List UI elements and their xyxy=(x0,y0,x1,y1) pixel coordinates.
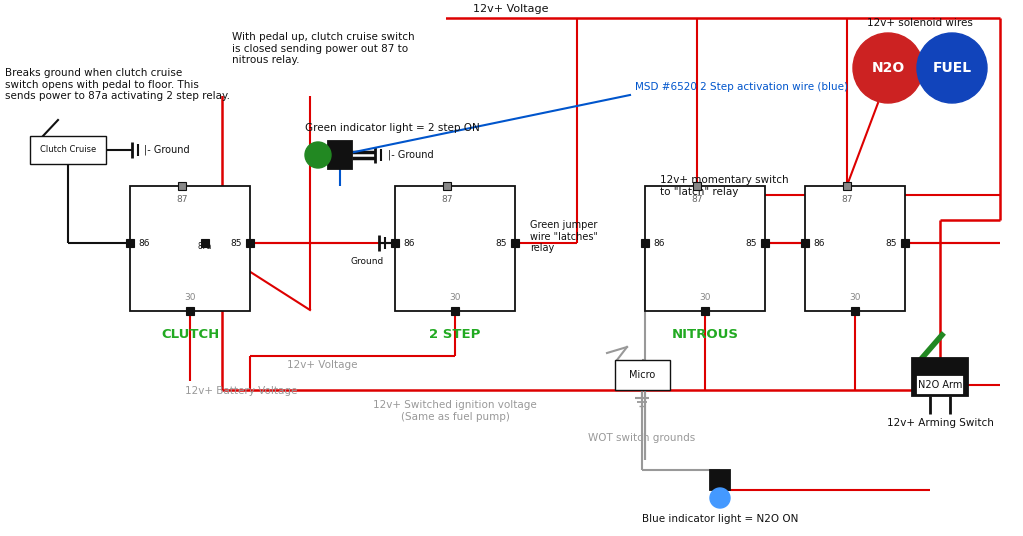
Text: Micro: Micro xyxy=(629,370,655,380)
Text: 12v+ Battery Voltage: 12v+ Battery Voltage xyxy=(185,385,298,396)
Bar xyxy=(693,182,701,190)
Text: 12v+ Voltage: 12v+ Voltage xyxy=(287,361,358,370)
Text: 87a: 87a xyxy=(197,242,212,251)
Text: MSD #6520 2 Step activation wire (blue): MSD #6520 2 Step activation wire (blue) xyxy=(635,82,848,92)
Text: FUEL: FUEL xyxy=(932,61,972,75)
Text: |- Ground: |- Ground xyxy=(388,150,434,160)
Text: WOT switch grounds: WOT switch grounds xyxy=(588,433,696,443)
Text: 30: 30 xyxy=(184,293,195,301)
Bar xyxy=(701,307,709,315)
Text: 30: 30 xyxy=(449,293,460,301)
Circle shape xyxy=(917,33,987,103)
Text: 85: 85 xyxy=(495,239,507,248)
Text: 86: 86 xyxy=(403,239,414,248)
Text: 2 STEP: 2 STEP xyxy=(430,329,481,341)
Text: 85: 85 xyxy=(230,239,242,248)
Bar xyxy=(916,375,964,395)
Text: 86: 86 xyxy=(813,239,825,248)
Text: 87: 87 xyxy=(841,196,853,205)
Text: Green jumper
wire "latches"
relay: Green jumper wire "latches" relay xyxy=(530,220,598,253)
Bar xyxy=(641,239,649,247)
Text: Ground: Ground xyxy=(350,257,384,266)
Circle shape xyxy=(853,33,923,103)
Bar xyxy=(391,239,399,247)
Bar xyxy=(130,185,250,310)
Bar xyxy=(805,185,905,310)
Text: 12v+ solenoid wires: 12v+ solenoid wires xyxy=(868,18,973,28)
Bar xyxy=(328,141,352,169)
Text: 12v+ Arming Switch: 12v+ Arming Switch xyxy=(887,418,993,428)
Bar xyxy=(451,307,459,315)
Bar xyxy=(615,360,670,390)
Text: 85: 85 xyxy=(746,239,757,248)
Text: CLUTCH: CLUTCH xyxy=(161,329,219,341)
Text: 12v+ momentary switch
to "latch" relay: 12v+ momentary switch to "latch" relay xyxy=(660,175,789,197)
Bar xyxy=(186,307,194,315)
Bar xyxy=(443,182,451,190)
Bar xyxy=(246,239,254,247)
Bar xyxy=(644,185,765,310)
Text: 86: 86 xyxy=(653,239,665,248)
Text: Clutch Cruise: Clutch Cruise xyxy=(40,145,96,154)
Text: 30: 30 xyxy=(700,293,711,301)
Bar xyxy=(30,136,106,164)
Text: 85: 85 xyxy=(886,239,897,248)
Bar xyxy=(911,358,968,396)
Bar xyxy=(761,239,769,247)
Text: Breaks ground when clutch cruise
switch opens with pedal to floor. This
sends po: Breaks ground when clutch cruise switch … xyxy=(5,68,230,101)
Text: |- Ground: |- Ground xyxy=(144,145,189,155)
Text: N2O Arm: N2O Arm xyxy=(918,380,963,390)
Text: 86: 86 xyxy=(138,239,149,248)
Text: 87: 87 xyxy=(441,196,453,205)
Bar xyxy=(851,307,859,315)
Circle shape xyxy=(305,142,331,168)
Circle shape xyxy=(710,488,730,508)
Bar xyxy=(901,239,909,247)
Text: 30: 30 xyxy=(849,293,860,301)
Bar xyxy=(178,182,186,190)
Bar xyxy=(801,239,809,247)
Bar xyxy=(395,185,515,310)
Bar xyxy=(126,239,134,247)
Text: NITROUS: NITROUS xyxy=(671,329,739,341)
Text: 87: 87 xyxy=(176,196,188,205)
Bar xyxy=(843,182,851,190)
Text: 12v+ Switched ignition voltage
(Same as fuel pump): 12v+ Switched ignition voltage (Same as … xyxy=(373,400,537,422)
Text: Blue indicator light = N2O ON: Blue indicator light = N2O ON xyxy=(641,514,798,524)
Text: Green indicator light = 2 step ON: Green indicator light = 2 step ON xyxy=(305,123,480,133)
Bar xyxy=(201,239,209,247)
Bar xyxy=(512,239,519,247)
Text: N2O: N2O xyxy=(872,61,904,75)
Text: With pedal up, clutch cruise switch
is closed sending power out 87 to
nitrous re: With pedal up, clutch cruise switch is c… xyxy=(232,32,414,65)
Text: 87: 87 xyxy=(692,196,703,205)
Text: 12v+ Voltage: 12v+ Voltage xyxy=(474,4,548,14)
Bar xyxy=(710,470,730,490)
